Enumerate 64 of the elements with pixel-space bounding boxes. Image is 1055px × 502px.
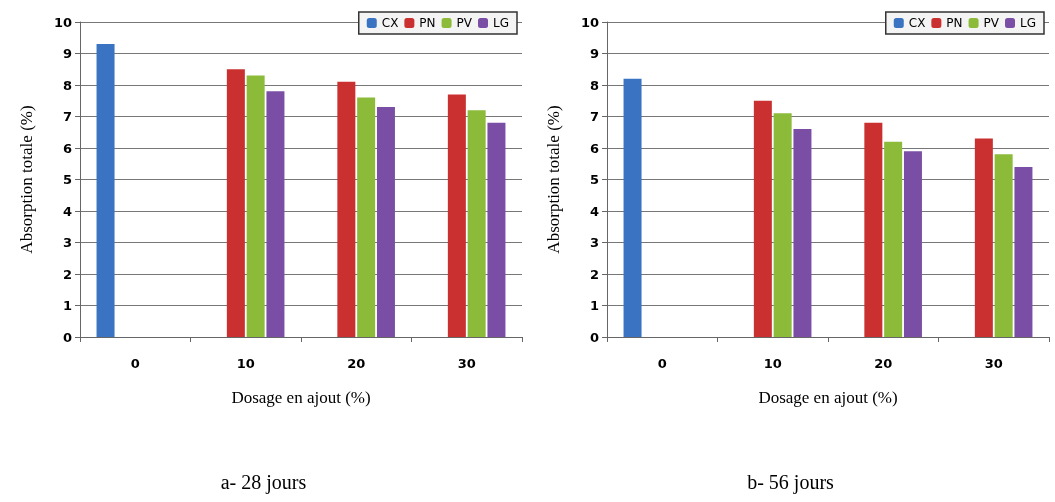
bar <box>467 110 486 337</box>
y-tick-label: 2 <box>589 266 599 282</box>
bar <box>487 122 506 337</box>
bar <box>246 75 265 337</box>
y-tick-label: 8 <box>589 77 599 93</box>
y-tick-label: 1 <box>62 298 72 313</box>
x-tick-label: 30 <box>984 356 1003 371</box>
bar <box>974 138 993 337</box>
x-tick-label: 30 <box>457 356 476 371</box>
bar <box>226 69 245 337</box>
y-tick-label: 4 <box>589 203 599 219</box>
y-tick-label: 4 <box>62 203 72 219</box>
x-tick-label: 0 <box>130 356 140 371</box>
y-tick-label: 7 <box>62 109 72 124</box>
y-tick-label: 8 <box>62 77 72 93</box>
legend-label: PV <box>983 16 1000 30</box>
legend-label: CX <box>908 16 926 30</box>
y-tick-label: 0 <box>589 329 599 345</box>
y-tick-label: 5 <box>589 172 599 187</box>
y-tick-label: 9 <box>62 46 72 61</box>
text: b- 56 jours <box>747 471 835 494</box>
bar <box>864 122 883 337</box>
bar <box>753 100 772 337</box>
x-axis-title: Dosage en ajout (%) <box>758 388 898 407</box>
x-tick-label: 20 <box>347 356 366 371</box>
y-tick-label: 0 <box>62 329 72 345</box>
y-tick-label: 9 <box>589 46 599 61</box>
y-tick-label: 1 <box>589 298 599 313</box>
y-tick-label: 6 <box>62 140 72 156</box>
x-tick-label: 10 <box>763 356 782 371</box>
legend-label: LG <box>493 16 509 30</box>
text: a- 28 jours <box>220 471 307 494</box>
legend-label: PN <box>946 16 963 30</box>
y-tick-label: 10 <box>580 14 599 30</box>
bar <box>773 113 792 337</box>
legend-label: PV <box>456 16 473 30</box>
y-tick-label: 2 <box>62 266 72 282</box>
x-axis-title: Dosage en ajout (%) <box>231 388 371 407</box>
bar <box>376 107 395 337</box>
y-axis-title: Absorption totale (%) <box>17 105 36 254</box>
y-tick-label: 6 <box>589 140 599 156</box>
legend-label: LG <box>1020 16 1036 30</box>
y-tick-label: 5 <box>62 172 72 187</box>
y-tick-label: 3 <box>62 235 72 250</box>
y-tick-label: 10 <box>53 14 72 30</box>
y-tick-label: 3 <box>589 235 599 250</box>
y-axis-title: Absorption totale (%) <box>544 105 563 254</box>
x-tick-label: 0 <box>657 356 667 371</box>
bar <box>96 44 115 337</box>
bar <box>884 141 903 337</box>
legend-label: CX <box>381 16 399 30</box>
bar <box>357 97 376 337</box>
legend-label: PN <box>419 16 436 30</box>
x-tick-label: 10 <box>236 356 255 371</box>
bar <box>447 94 466 337</box>
bar <box>793 129 812 337</box>
bar <box>266 91 285 337</box>
x-tick-label: 20 <box>874 356 893 371</box>
bar <box>1014 166 1033 337</box>
bar <box>903 151 922 337</box>
y-tick-label: 7 <box>589 109 599 124</box>
bar <box>623 78 642 337</box>
bar <box>994 154 1013 337</box>
bar <box>337 81 356 337</box>
